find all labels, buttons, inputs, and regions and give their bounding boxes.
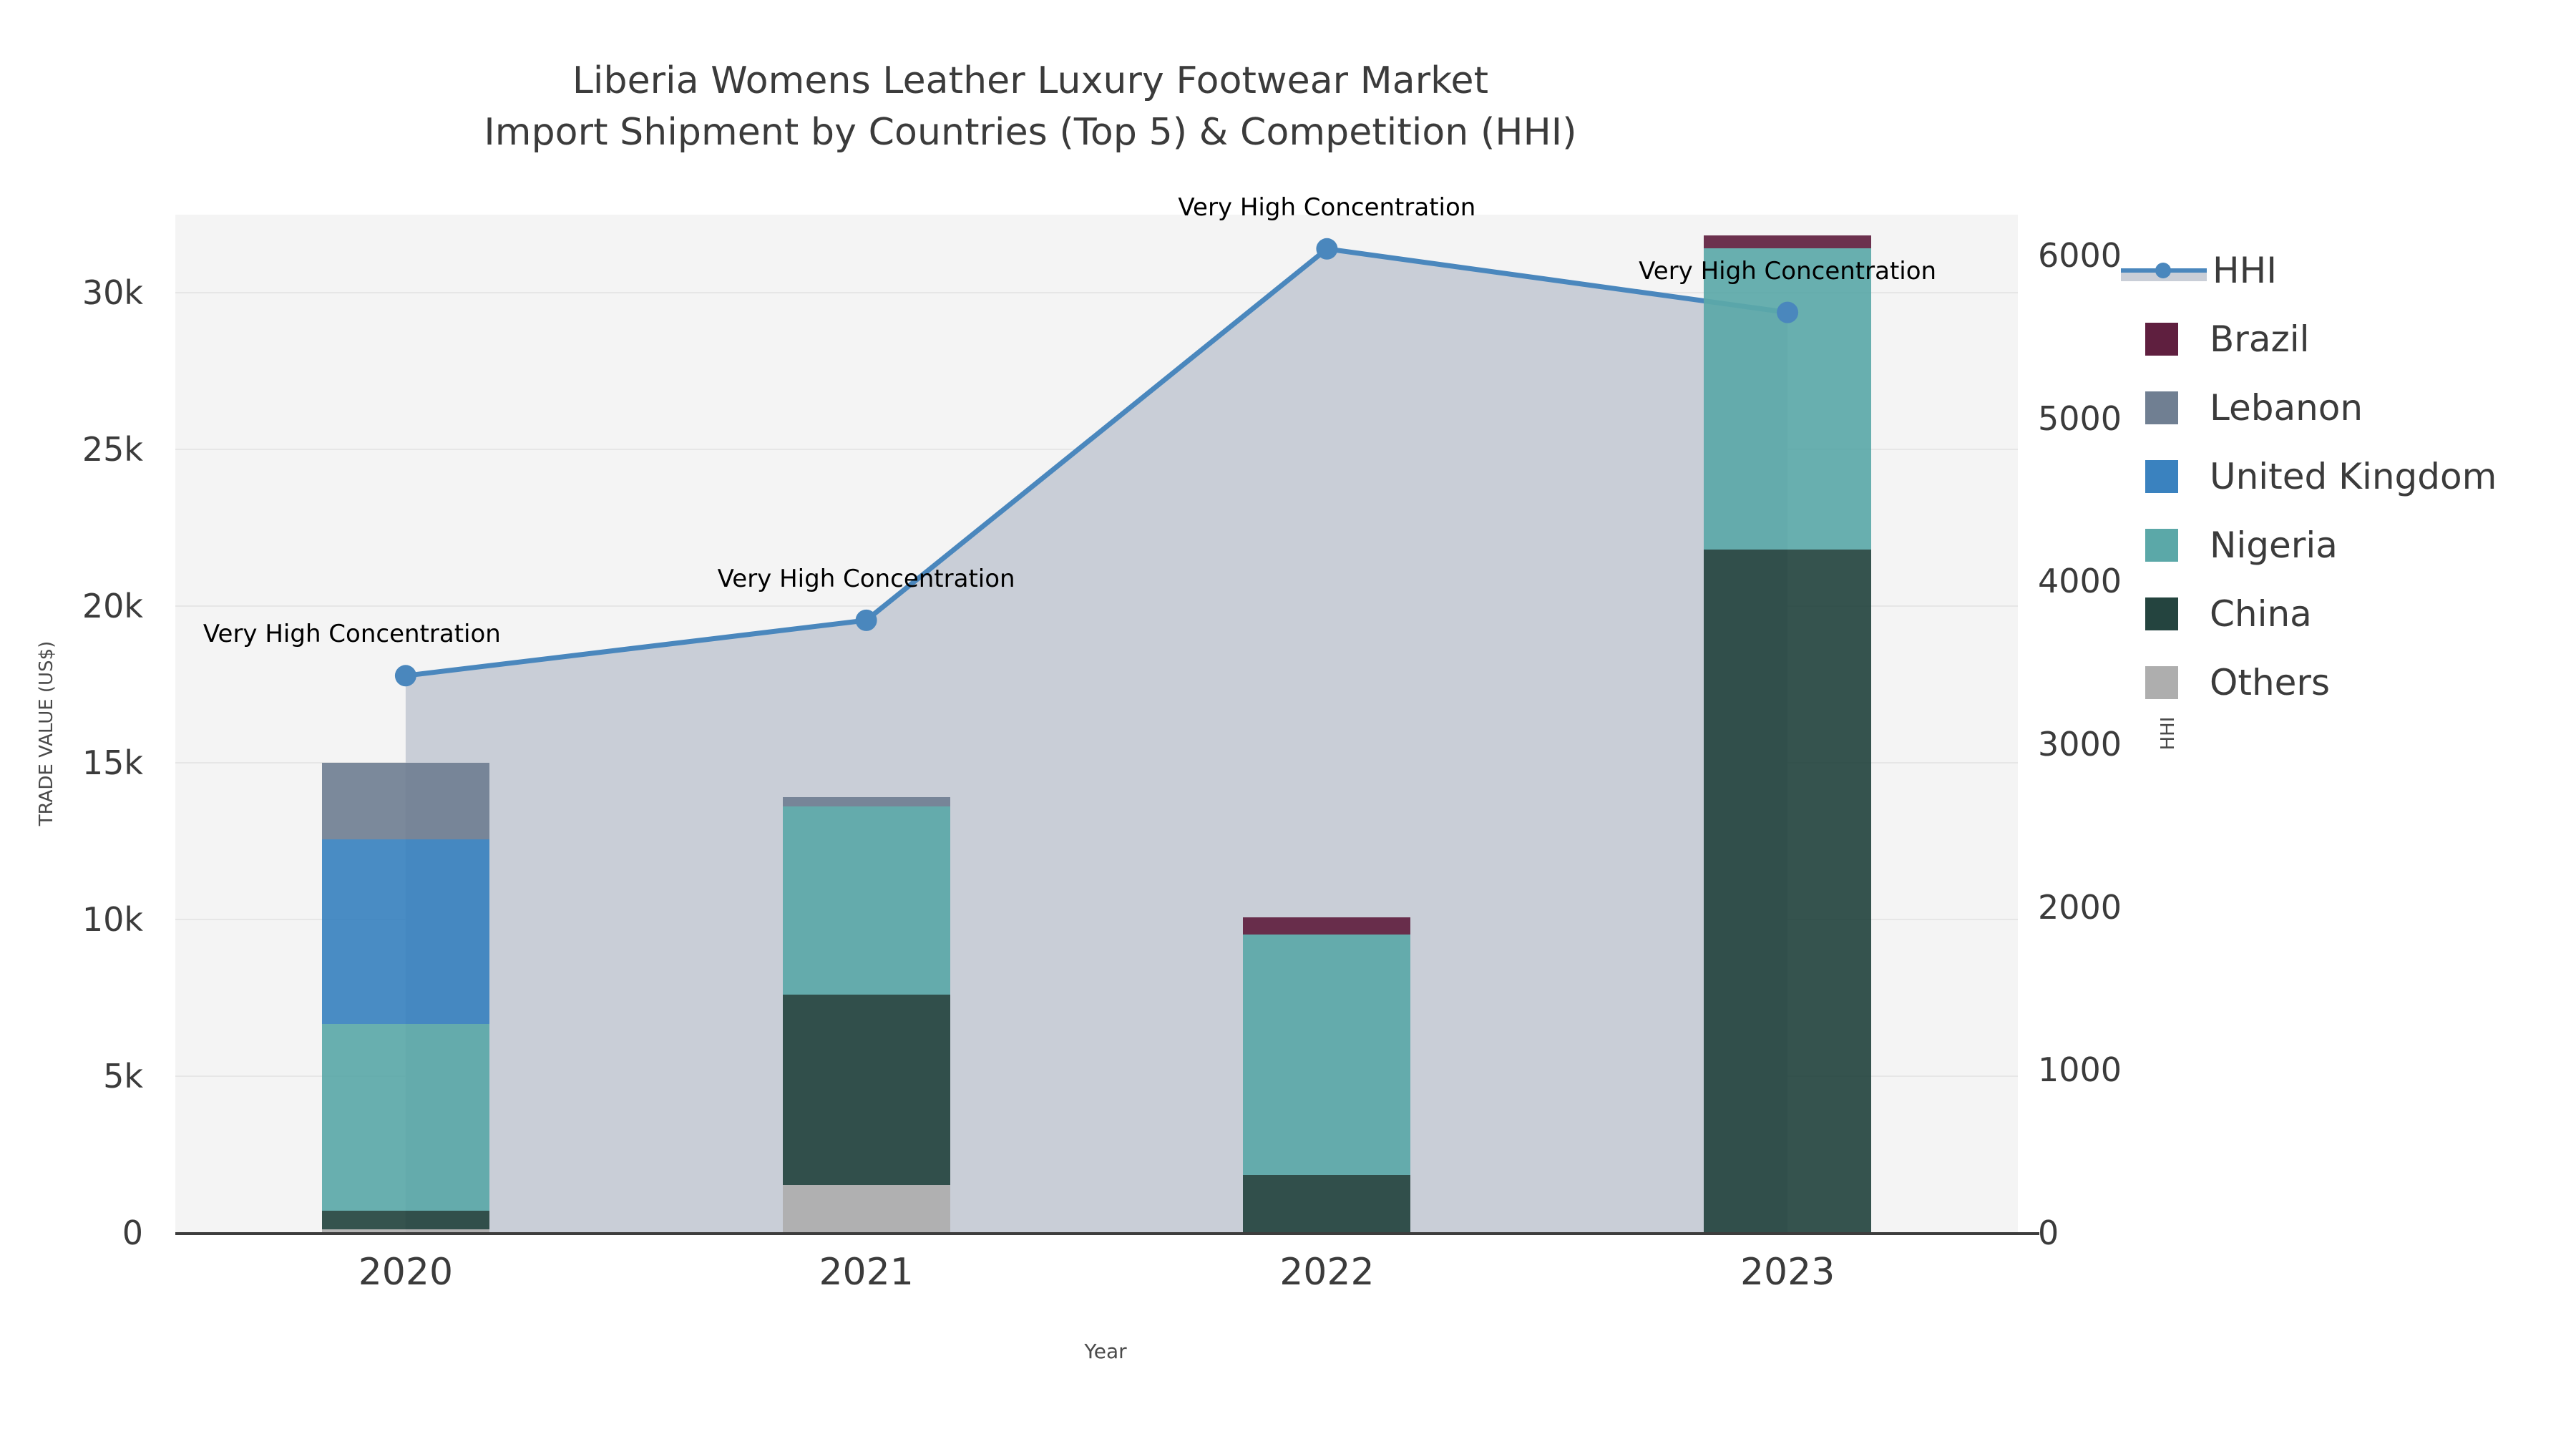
legend-item-label: United Kingdom	[2210, 456, 2497, 497]
x-axis-tick-label: 2020	[358, 1251, 454, 1294]
hhi-point-annotation: Very High Concentration	[1639, 256, 1937, 286]
bar-segment	[1704, 248, 1872, 550]
bar-segment	[1243, 917, 1411, 935]
y-axis-right-tick-label: 2000	[2038, 887, 2122, 927]
bar-segment	[1243, 934, 1411, 1175]
x-axis-tick-label: 2022	[1279, 1251, 1375, 1294]
hhi-point-annotation: Very High Concentration	[1178, 192, 1476, 222]
y-axis-left-tick-label: 30k	[82, 273, 143, 313]
bar-segment	[321, 1229, 489, 1233]
bar-segment	[321, 839, 489, 1024]
y-axis-right-tick-label: 0	[2038, 1214, 2059, 1252]
y-axis-left-tick-label: 15k	[82, 743, 143, 783]
x-axis-tick-label: 2021	[819, 1251, 914, 1294]
x-axis-line	[175, 1232, 2039, 1235]
x-axis-tick-label: 2023	[1740, 1251, 1835, 1294]
legend-item-label: Brazil	[2210, 318, 2310, 360]
legend-color-swatch-icon	[2145, 597, 2178, 630]
legend-item[interactable]: Lebanon	[2118, 374, 2562, 442]
y-axis-left-tick-label: 5k	[103, 1057, 143, 1096]
bar-segment	[1704, 235, 1872, 249]
chart-title-line-2: Import Shipment by Countries (Top 5) & C…	[484, 111, 1577, 155]
bar-segment	[1243, 1174, 1411, 1233]
bar-segment	[321, 1211, 489, 1229]
y-axis-left-tick-label: 10k	[82, 900, 143, 940]
legend-item[interactable]: HHI	[2118, 236, 2562, 305]
legend-item-label: Nigeria	[2210, 525, 2338, 566]
legend-item-label: HHI	[2212, 250, 2277, 291]
legend-item[interactable]: Brazil	[2118, 305, 2562, 374]
chart-title-line-1: Liberia Womens Leather Luxury Footwear M…	[572, 59, 1489, 102]
bar-segment	[1704, 550, 1872, 1233]
hhi-point-annotation: Very High Concentration	[203, 620, 501, 649]
legend-item[interactable]: China	[2118, 580, 2562, 648]
legend-item-label: China	[2210, 593, 2312, 635]
x-axis-label: Year	[1084, 1340, 1127, 1363]
bar-segment	[782, 796, 950, 807]
hhi-point-annotation: Very High Concentration	[717, 564, 1015, 593]
y-axis-left-tick-label: 20k	[82, 587, 143, 626]
bar-segment	[782, 806, 950, 995]
legend-item[interactable]: United Kingdom	[2118, 442, 2562, 511]
bar-segment	[782, 1185, 950, 1233]
legend-color-swatch-icon	[2145, 666, 2178, 699]
y-axis-left-tick-label: 0	[122, 1214, 143, 1252]
y-axis-right-tick-label: 1000	[2038, 1050, 2122, 1090]
y-axis-right-tick-label: 3000	[2038, 724, 2122, 763]
legend-color-swatch-icon	[2145, 391, 2178, 424]
legend-color-swatch-icon	[2145, 323, 2178, 356]
y-axis-right-tick-label: 6000	[2038, 235, 2122, 275]
legend-item[interactable]: Nigeria	[2118, 511, 2562, 580]
legend-line-swatch-icon	[2118, 254, 2210, 287]
bar-segment	[321, 1023, 489, 1211]
legend-item-label: Lebanon	[2210, 387, 2363, 429]
legend-color-swatch-icon	[2145, 529, 2178, 562]
y-axis-left-label: TRADE VALUE (US$)	[36, 640, 57, 826]
y-axis-right-tick-label: 4000	[2038, 562, 2122, 601]
legend-color-swatch-icon	[2145, 460, 2178, 493]
legend-item[interactable]: Others	[2118, 648, 2562, 717]
chart-legend: HHI Brazil Lebanon United Kingdom Nigeria Chi…	[2118, 236, 2562, 717]
bar-segment	[321, 763, 489, 839]
y-axis-left-tick-label: 25k	[82, 430, 143, 469]
chart-title: Liberia Womens Leather Luxury Footwear M…	[0, 59, 2061, 155]
y-axis-right-tick-label: 5000	[2038, 399, 2122, 438]
bar-segment	[782, 995, 950, 1186]
legend-item-label: Others	[2210, 662, 2331, 703]
